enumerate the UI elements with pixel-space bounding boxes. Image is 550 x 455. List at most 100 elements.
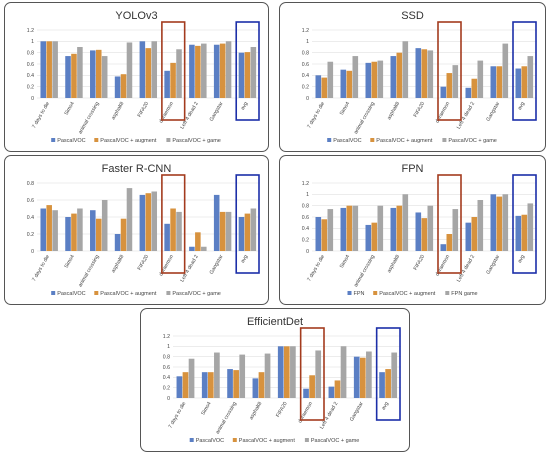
bar-2-1 [214, 352, 220, 398]
legend-swatch-2 [304, 438, 309, 442]
bar-2-0 [327, 209, 334, 251]
legend-label-0: PascalVOC [57, 138, 85, 144]
x-tick-label: avg [517, 254, 526, 264]
bar-0-0 [315, 217, 322, 251]
highlight-box-1 [375, 327, 401, 421]
legend-swatch-1 [373, 291, 378, 295]
x-tick-label: 7 days to die [167, 401, 187, 430]
legend-label-0: PascalVOC [196, 438, 224, 444]
bar-0-1 [65, 217, 71, 251]
legend-swatch-1 [94, 138, 99, 142]
bar-0-7 [490, 194, 497, 251]
legend-label-1: PascalVOC + augment [239, 438, 296, 444]
bar-2-8 [250, 208, 257, 251]
legend-swatch-2 [166, 291, 171, 295]
bar-1-8 [244, 52, 251, 98]
chart-panel-fpn: FPN 0 0.2 0.4 0.6 0.8 1 1.2 7 days to die Sims4 an… [279, 155, 546, 305]
y-tick-label: 0 [306, 96, 309, 102]
highlight-box-1 [512, 174, 537, 274]
bar-1-1 [346, 70, 353, 98]
bar-1-1 [346, 205, 353, 251]
bar-1-6 [471, 78, 478, 98]
bar-2-5 [176, 49, 182, 98]
x-tick-label: Sims4 [63, 101, 75, 117]
legend-label-2: PascalVOC + game [172, 291, 220, 297]
y-tick-label: 0.8 [302, 203, 309, 209]
bar-0-4 [277, 346, 284, 398]
bar-2-4 [151, 41, 158, 98]
legend-label-1: PascalVOC + augment [379, 291, 436, 297]
y-tick-label: 1 [306, 192, 309, 198]
y-tick-label: 0.4 [302, 73, 309, 79]
legend-label-1: PascalVOC + augment [100, 138, 157, 144]
highlight-box-1 [235, 174, 260, 274]
bar-1-0 [321, 77, 328, 98]
bar-0-5 [440, 86, 447, 98]
bar-1-8 [244, 213, 251, 251]
bar-1-3 [120, 218, 127, 251]
y-tick-label: 0.6 [27, 198, 34, 204]
highlight-box-0 [161, 21, 186, 121]
bar-1-3 [120, 74, 127, 98]
y-tick-label: 0.8 [27, 50, 34, 56]
legend-swatch-2 [442, 138, 447, 142]
bar-2-8 [527, 56, 534, 98]
bar-2-1 [77, 47, 83, 98]
bar-1-0 [321, 219, 328, 251]
bar-0-5 [303, 388, 309, 398]
x-tick-label: Sims4 [200, 401, 212, 417]
bar-1-4 [283, 346, 290, 398]
y-tick-label: 0.8 [27, 181, 34, 187]
y-tick-label: 1 [31, 39, 34, 45]
bar-1-8 [385, 369, 391, 398]
bar-0-0 [176, 376, 183, 398]
x-tick-label: asphalt8 [248, 401, 263, 421]
y-tick-label: 0 [31, 96, 34, 102]
bar-1-5 [170, 208, 176, 251]
x-tick-label: FIFA20 [413, 254, 427, 272]
y-tick-label: 0.4 [302, 226, 309, 232]
bar-0-5 [440, 244, 447, 251]
legend-swatch-1 [94, 291, 99, 295]
bar-0-0 [40, 41, 47, 98]
x-tick-label: avg [517, 101, 526, 111]
y-tick-label: 0.2 [163, 385, 170, 391]
y-tick-label: 0 [167, 396, 170, 402]
y-tick-label: 0.8 [163, 354, 170, 360]
bar-2-2 [377, 205, 384, 251]
legend-label-2: PascalVOC + game [311, 438, 359, 444]
highlight-box-0 [437, 21, 462, 121]
bar-0-6 [189, 44, 195, 98]
bar-2-7 [225, 211, 232, 251]
legend-label-2: PascalVOC + game [172, 138, 220, 144]
bar-1-0 [182, 372, 189, 398]
bar-2-8 [250, 47, 257, 98]
bar-0-3 [114, 234, 121, 251]
x-tick-label: Gangstar [485, 254, 501, 276]
x-tick-label: Left 4 dead 2 [456, 254, 476, 283]
bar-2-4 [427, 205, 434, 251]
bar-0-6 [328, 386, 335, 398]
bar-1-7 [219, 211, 226, 251]
y-tick-label: 0 [306, 249, 309, 255]
bar-1-1 [207, 372, 214, 398]
legend-swatch-0 [51, 138, 56, 142]
legend-swatch-1 [232, 438, 237, 442]
bar-2-5 [452, 209, 459, 251]
bar-1-4 [421, 218, 428, 251]
legend-swatch-0 [347, 291, 352, 295]
x-tick-label: animal crossing [77, 101, 100, 135]
bar-2-0 [52, 41, 58, 98]
bar-1-8 [521, 66, 528, 98]
bar-1-2 [371, 222, 378, 251]
bar-2-4 [427, 50, 434, 98]
legend-label-1: PascalVOC + augment [100, 291, 157, 297]
bar-0-6 [465, 87, 472, 98]
bar-1-3 [258, 372, 265, 398]
y-tick-label: 0 [31, 249, 34, 255]
bar-2-7 [225, 41, 232, 98]
bar-1-4 [145, 48, 152, 98]
bar-2-2 [101, 56, 108, 98]
legend-label-2: PascalVOC + game [448, 138, 496, 144]
chart-ssd: SSD 0 0.2 0.4 0.6 0.8 1 1.2 7 days to die Sims4 an… [302, 10, 537, 144]
